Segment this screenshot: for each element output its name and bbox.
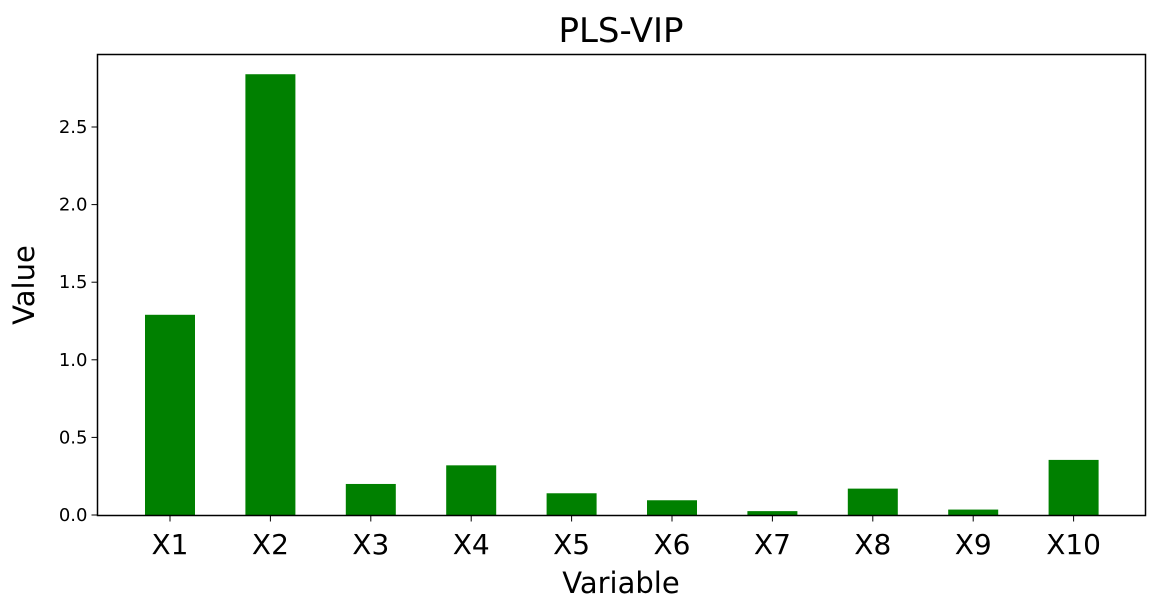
y-axis-ticks: 0.0 0.5 1.0 1.5 2.0 2.5 bbox=[59, 117, 98, 526]
x-axis-ticks: X1 X2 X3 X4 X5 X6 X7 X8 X9 X10 bbox=[152, 515, 1101, 561]
bar-x2 bbox=[245, 74, 296, 515]
x-tick-label: X2 bbox=[252, 528, 289, 561]
bar-x4 bbox=[446, 465, 497, 515]
x-tick-label: X6 bbox=[654, 528, 691, 561]
y-tick-label: 0.0 bbox=[59, 505, 88, 526]
bar-x1 bbox=[145, 314, 195, 515]
bar-x7 bbox=[747, 511, 798, 515]
x-tick-label: X10 bbox=[1046, 528, 1101, 561]
bars-group bbox=[145, 74, 1099, 515]
bar-x5 bbox=[546, 493, 597, 515]
bar-x3 bbox=[345, 483, 396, 515]
x-axis-label: Variable bbox=[562, 566, 679, 598]
bar-x6 bbox=[647, 500, 697, 515]
x-tick-label: X8 bbox=[854, 528, 891, 561]
plot-area-frame bbox=[96, 53, 1147, 517]
y-tick-label: 1.0 bbox=[59, 350, 88, 371]
x-tick-label: X5 bbox=[553, 528, 590, 561]
y-axis-label: Value bbox=[7, 245, 41, 325]
x-tick-label: X3 bbox=[352, 528, 389, 561]
bar-x9 bbox=[948, 509, 999, 515]
chart-title: PLS-VIP bbox=[558, 11, 683, 51]
y-tick-label: 2.0 bbox=[59, 195, 88, 216]
x-tick-label: X7 bbox=[754, 528, 791, 561]
y-tick-label: 1.5 bbox=[59, 272, 88, 293]
bar-x8 bbox=[847, 488, 898, 515]
bar-x10 bbox=[1048, 459, 1099, 515]
x-tick-label: X9 bbox=[955, 528, 992, 561]
y-tick-label: 0.5 bbox=[59, 427, 88, 448]
y-tick-label: 2.5 bbox=[59, 117, 88, 138]
x-tick-label: X4 bbox=[453, 528, 490, 561]
x-tick-label: X1 bbox=[152, 528, 189, 561]
